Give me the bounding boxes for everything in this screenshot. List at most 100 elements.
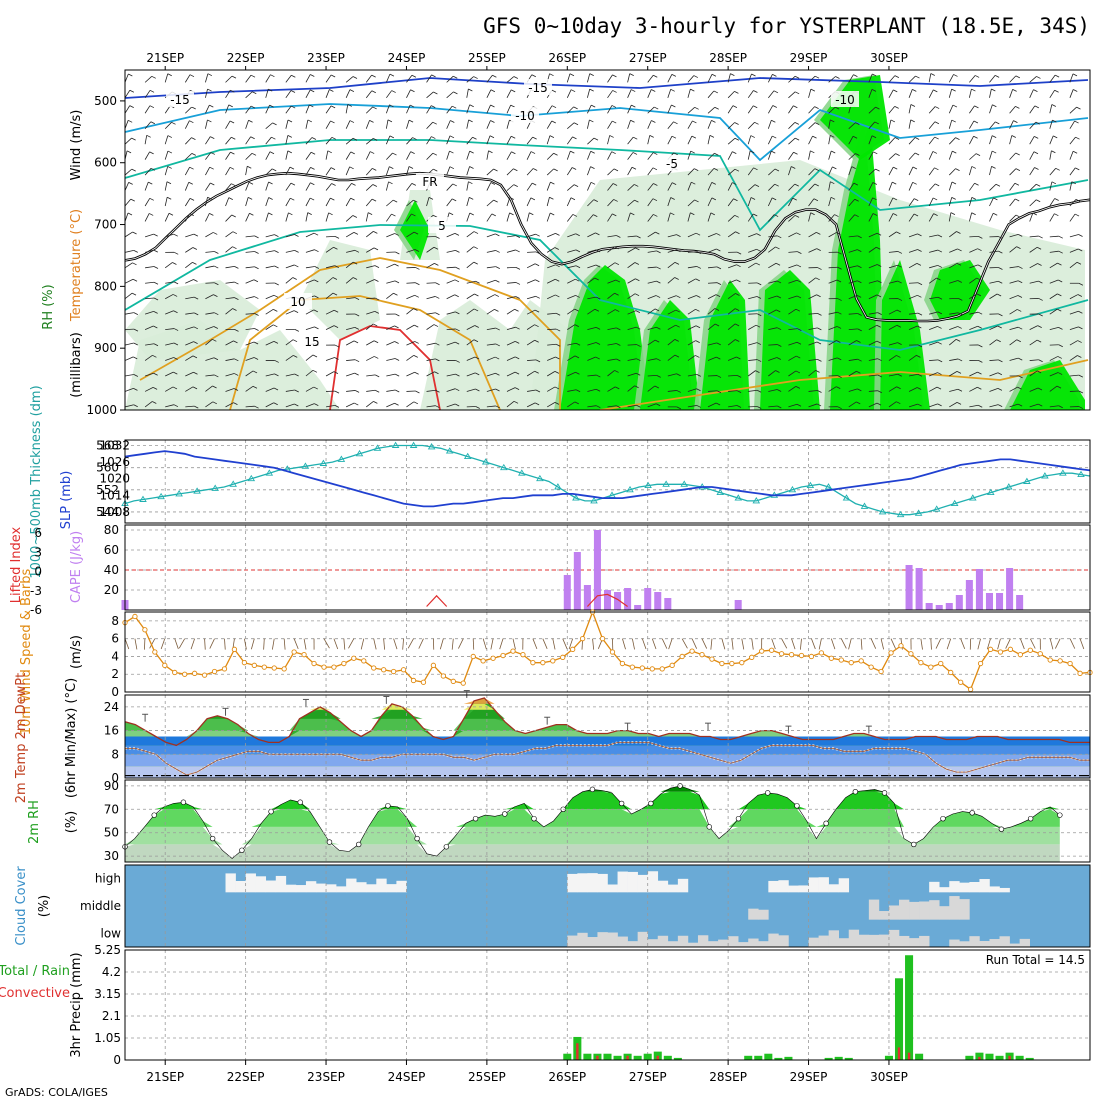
wind-barb-feather bbox=[455, 311, 460, 315]
wind-barb-feather bbox=[433, 324, 439, 327]
wind-barb bbox=[748, 389, 758, 392]
wind-barb bbox=[1009, 246, 1017, 253]
contour-label-bg bbox=[416, 173, 444, 189]
wind-barb-feather bbox=[189, 74, 195, 78]
wind-barb-feather bbox=[388, 181, 393, 185]
wind-barb bbox=[1009, 386, 1018, 392]
wind-barb bbox=[1069, 73, 1074, 83]
wind-barb-feather bbox=[793, 151, 798, 155]
wind-barb bbox=[928, 213, 934, 222]
wind-barb-feather bbox=[150, 121, 156, 125]
wind-barb bbox=[627, 372, 637, 377]
wind-barb bbox=[486, 372, 496, 377]
wind-barb-feather bbox=[1058, 235, 1063, 239]
wind-barb-feather bbox=[230, 89, 235, 93]
wind-barb-feather bbox=[1072, 150, 1078, 154]
wind-barb-feather bbox=[655, 403, 661, 407]
wind-barb-feather bbox=[951, 88, 956, 92]
wind-barb-feather bbox=[1036, 370, 1042, 374]
wind-barb bbox=[848, 122, 856, 130]
surface-wind-barb bbox=[781, 638, 788, 649]
wind-barb bbox=[426, 121, 434, 130]
wind-barb-feather bbox=[231, 136, 236, 140]
cloud-gap bbox=[1019, 938, 1030, 947]
wind-barb bbox=[727, 73, 731, 83]
wind-barb-feather bbox=[796, 264, 802, 268]
rh-marker bbox=[151, 812, 157, 818]
wind-barb-feather bbox=[892, 213, 898, 216]
wind-barb bbox=[546, 247, 555, 253]
rain-bar bbox=[673, 1057, 682, 1060]
wind-barb-feather bbox=[796, 295, 802, 299]
wind-barb bbox=[165, 281, 175, 284]
cape-bar bbox=[583, 585, 591, 610]
wind-barb bbox=[868, 294, 878, 300]
wind-barb bbox=[868, 402, 878, 408]
wind-barb bbox=[486, 213, 493, 222]
wind-barb-feather bbox=[253, 357, 259, 360]
wind-barb bbox=[707, 342, 717, 346]
wind-barb bbox=[929, 265, 938, 269]
rh-marker bbox=[706, 824, 712, 830]
wind-barb bbox=[185, 341, 194, 346]
wind-barb bbox=[587, 89, 591, 98]
wind-barb bbox=[908, 294, 918, 300]
wind-barb bbox=[627, 358, 637, 361]
wind-barb bbox=[848, 295, 858, 300]
wind-barb bbox=[466, 261, 475, 269]
rh-band bbox=[125, 791, 1060, 810]
wind-barb bbox=[888, 137, 896, 145]
wind-barb bbox=[627, 293, 636, 300]
wind-barb bbox=[868, 358, 878, 361]
wind-barb-feather bbox=[1032, 212, 1038, 216]
wind-barb-feather bbox=[1051, 104, 1057, 107]
wind-barb bbox=[566, 151, 571, 160]
wind-barb-feather bbox=[636, 358, 641, 362]
rh-marker bbox=[1057, 812, 1063, 818]
wind-speed-marker bbox=[390, 668, 397, 675]
wind-barb-feather bbox=[395, 389, 400, 393]
wind-barb bbox=[366, 297, 376, 300]
wind-speed-marker bbox=[868, 664, 874, 670]
wind-barb-feather bbox=[996, 339, 1001, 343]
wind-barb-feather bbox=[334, 390, 340, 394]
wind-barb-feather bbox=[273, 308, 278, 312]
wind-barb bbox=[587, 199, 595, 207]
surface-wind-barb bbox=[977, 638, 981, 650]
wind-barb bbox=[587, 388, 597, 392]
wind-barb-feather bbox=[250, 74, 256, 78]
wind-barb-feather bbox=[475, 372, 480, 376]
wind-barb-feather bbox=[573, 184, 579, 188]
wind-barb-feather bbox=[494, 294, 500, 297]
wind-barb bbox=[325, 265, 335, 269]
wind-barb-feather bbox=[153, 281, 159, 285]
wind-barb-feather bbox=[252, 370, 258, 374]
wind-barb bbox=[164, 166, 169, 176]
cloud-gap bbox=[587, 873, 598, 893]
wind-barb bbox=[325, 357, 335, 361]
cloud-gap bbox=[657, 935, 669, 947]
wind-speed-marker bbox=[361, 658, 367, 664]
surface-wind-barb bbox=[641, 638, 647, 650]
ylabel-cloud: Cloud Cover bbox=[14, 866, 29, 946]
wind-barb-feather bbox=[254, 251, 259, 254]
wind-barb bbox=[366, 265, 376, 269]
wind-barb bbox=[727, 91, 735, 99]
wind-barb-feather bbox=[937, 265, 943, 268]
wind-barb-feather bbox=[571, 167, 577, 170]
thickness-marker bbox=[481, 458, 490, 465]
wind-barb bbox=[828, 150, 832, 160]
wind-barb bbox=[808, 358, 818, 361]
wind-barb bbox=[506, 371, 516, 377]
wind-barb-feather bbox=[310, 182, 315, 186]
cloud-gap bbox=[597, 932, 608, 947]
wind-barb bbox=[707, 248, 717, 253]
wind-barb-feather bbox=[853, 74, 858, 78]
wind-barb bbox=[426, 282, 436, 284]
y-tick-label: 900 bbox=[94, 341, 117, 355]
wind-barb bbox=[385, 135, 391, 145]
wind-barb bbox=[848, 235, 858, 238]
wind-barb bbox=[989, 150, 993, 160]
cloud-gap bbox=[657, 880, 669, 893]
rain-bar bbox=[915, 1053, 924, 1060]
